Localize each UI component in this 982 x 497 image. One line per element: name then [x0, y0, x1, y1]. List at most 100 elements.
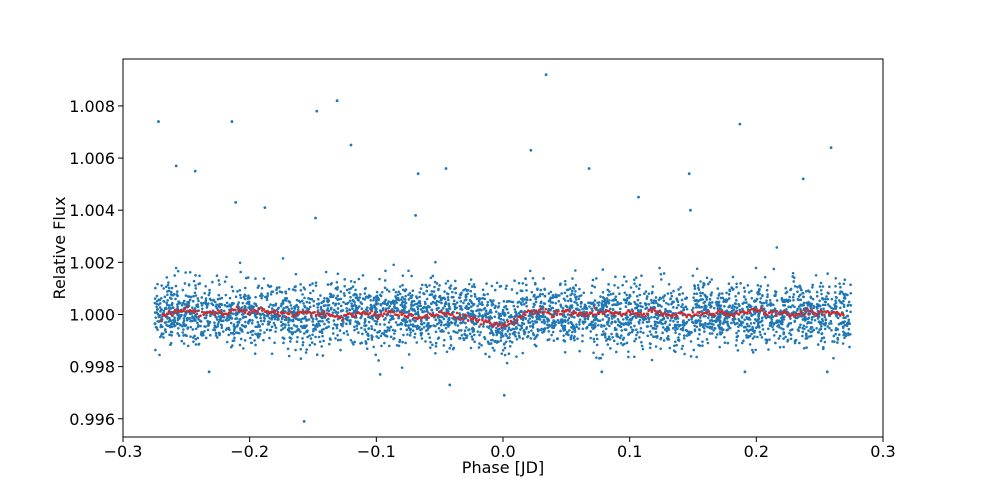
raw-flux-point — [376, 302, 380, 305]
raw-flux-point — [782, 300, 785, 303]
raw-flux-point — [566, 319, 570, 322]
raw-flux-point — [660, 305, 663, 308]
binned-flux-point — [560, 312, 563, 316]
binned-flux-point — [495, 321, 498, 325]
raw-flux-point — [549, 301, 553, 304]
raw-flux-point — [156, 328, 159, 332]
raw-flux-point — [309, 337, 313, 340]
raw-flux-point — [182, 342, 186, 345]
raw-flux-point — [725, 317, 729, 320]
outlier-point — [207, 370, 211, 374]
raw-flux-point — [608, 299, 611, 302]
raw-flux-point — [575, 323, 578, 326]
raw-flux-point — [656, 316, 660, 320]
raw-flux-point — [392, 263, 396, 267]
raw-flux-point — [183, 303, 187, 306]
raw-flux-point — [543, 322, 546, 325]
binned-flux-point — [265, 309, 269, 313]
raw-flux-point — [470, 305, 473, 308]
raw-flux-point — [393, 306, 397, 310]
raw-flux-point — [734, 344, 738, 347]
raw-flux-point — [189, 325, 193, 329]
raw-flux-point — [244, 324, 248, 328]
raw-flux-point — [215, 315, 218, 319]
raw-flux-point — [318, 319, 322, 323]
raw-flux-point — [458, 296, 462, 299]
raw-flux-point — [570, 321, 573, 325]
raw-flux-point — [183, 333, 187, 337]
raw-flux-point — [685, 334, 689, 337]
raw-flux-point — [227, 326, 230, 330]
raw-flux-point — [339, 338, 342, 342]
raw-flux-point — [547, 330, 551, 333]
raw-flux-point — [714, 336, 718, 339]
raw-flux-point — [654, 345, 658, 348]
raw-flux-point — [251, 319, 254, 322]
raw-flux-point — [243, 297, 247, 301]
binned-flux-point — [324, 314, 327, 318]
binned-flux-point — [610, 311, 614, 315]
raw-flux-point — [627, 302, 631, 306]
raw-flux-point — [823, 315, 827, 319]
raw-flux-point — [497, 327, 501, 331]
raw-flux-point — [171, 293, 175, 297]
raw-flux-point — [581, 339, 584, 343]
raw-flux-point — [463, 333, 467, 337]
outlier-point — [448, 383, 452, 387]
raw-flux-point — [504, 332, 507, 336]
raw-flux-point — [358, 305, 361, 308]
raw-flux-point — [834, 332, 837, 336]
raw-flux-point — [849, 291, 853, 295]
raw-flux-point — [726, 323, 730, 327]
raw-flux-point — [260, 292, 263, 296]
raw-flux-point — [435, 299, 439, 303]
raw-flux-point — [164, 330, 168, 334]
raw-flux-point — [281, 308, 285, 312]
raw-flux-point — [638, 336, 641, 339]
raw-flux-point — [781, 304, 785, 307]
raw-flux-point — [320, 330, 323, 334]
raw-flux-point — [326, 307, 330, 310]
raw-flux-point — [464, 321, 467, 325]
raw-flux-point — [594, 322, 597, 325]
raw-flux-point — [240, 306, 244, 309]
raw-flux-point — [824, 318, 828, 321]
raw-flux-point — [474, 322, 478, 326]
raw-flux-point — [460, 291, 463, 295]
raw-flux-point — [304, 325, 308, 328]
raw-flux-point — [523, 332, 526, 335]
raw-flux-point — [677, 323, 680, 327]
raw-flux-point — [760, 319, 764, 322]
raw-flux-point — [446, 296, 450, 299]
raw-flux-point — [774, 290, 778, 294]
raw-flux-point — [197, 318, 200, 321]
raw-flux-point — [430, 293, 434, 296]
raw-flux-point — [572, 325, 576, 329]
raw-flux-point — [462, 338, 466, 342]
raw-flux-point — [401, 274, 405, 277]
raw-flux-point — [797, 305, 801, 308]
raw-flux-point — [627, 323, 630, 327]
raw-flux-point — [291, 332, 294, 336]
raw-flux-point — [710, 301, 714, 304]
raw-flux-point — [730, 286, 733, 289]
raw-flux-point — [502, 300, 506, 303]
raw-flux-point — [284, 297, 287, 300]
raw-flux-point — [577, 327, 581, 330]
raw-flux-point — [844, 334, 848, 338]
raw-flux-point — [375, 307, 378, 311]
raw-flux-point — [387, 290, 391, 293]
raw-flux-point — [679, 286, 682, 289]
raw-flux-point — [303, 296, 306, 300]
raw-flux-point — [486, 325, 489, 329]
raw-flux-point — [167, 304, 171, 307]
raw-flux-point — [702, 327, 706, 330]
outlier-point — [157, 120, 160, 123]
raw-flux-point — [474, 295, 477, 298]
binned-flux-point — [196, 309, 199, 313]
raw-flux-point — [701, 344, 704, 347]
raw-flux-point — [351, 298, 355, 302]
raw-flux-point — [462, 288, 465, 292]
raw-flux-point — [216, 322, 220, 326]
raw-flux-point — [564, 283, 567, 286]
